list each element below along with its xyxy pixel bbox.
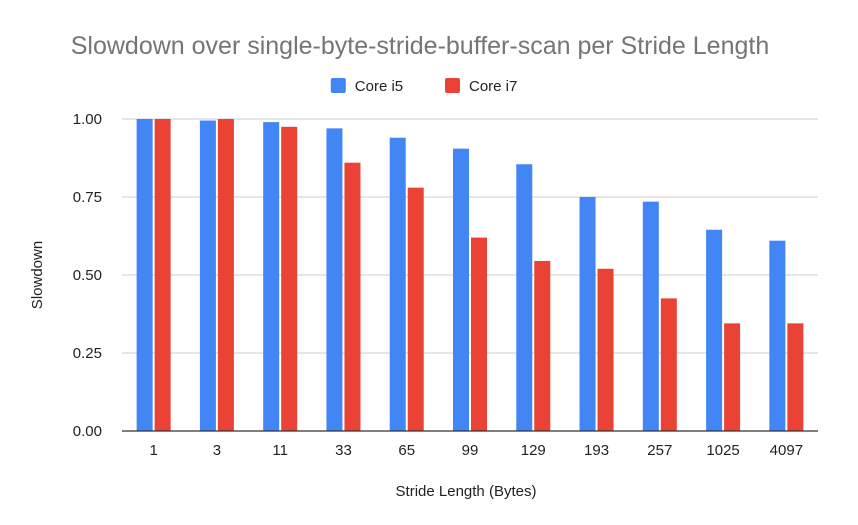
bar-core-i7-193	[597, 268, 614, 431]
y-axis-ticks: 0.00 0.25 0.50 0.75 1.00	[73, 111, 102, 440]
bar-core-i5-65	[389, 137, 406, 431]
y-tick-label: 1.00	[73, 111, 102, 128]
chart-title: Slowdown over single-byte-stride-buffer-…	[71, 32, 770, 60]
x-axis-ticks: 1 3 11 33 65 99 129 193 257 1025 4097	[149, 442, 803, 459]
bar-core-i5-257	[642, 201, 659, 431]
legend-swatch-core-i5	[330, 78, 346, 93]
y-axis-label: Slowdown	[29, 241, 46, 309]
bar-core-i7-33	[344, 162, 361, 431]
bars	[136, 119, 804, 432]
x-tick-label: 129	[521, 442, 546, 459]
y-tick-label: 0.75	[73, 189, 102, 206]
bar-core-i5-193	[579, 197, 596, 431]
bar-core-i7-257	[660, 298, 677, 431]
bar-core-i5-33	[326, 128, 343, 432]
bar-core-i7-11	[281, 126, 298, 432]
bar-core-i5-4097	[769, 240, 786, 431]
bar-core-i5-11	[263, 122, 280, 432]
bar-core-i5-1025	[706, 229, 723, 431]
bar-core-i7-99	[471, 237, 487, 431]
y-tick-label: 0.25	[73, 345, 102, 362]
legend-label-core-i7: Core i7	[469, 78, 517, 95]
x-tick-label: 1025	[706, 442, 739, 459]
legend-label-core-i5: Core i5	[355, 78, 403, 95]
x-tick-label: 65	[398, 442, 415, 459]
x-tick-label: 193	[584, 442, 609, 459]
x-tick-label: 99	[462, 442, 479, 459]
bar-core-i7-65	[407, 187, 424, 431]
bar-core-i5-3	[199, 120, 216, 431]
bar-core-i7-3	[217, 119, 234, 431]
bar-core-i7-1	[154, 119, 171, 431]
y-tick-label: 0.00	[73, 423, 102, 440]
gridlines	[122, 118, 818, 354]
x-tick-label: 11	[272, 442, 288, 459]
legend: Core i5 Core i7	[330, 78, 517, 95]
x-tick-label: 33	[335, 442, 352, 459]
y-tick-label: 0.50	[73, 267, 102, 284]
bar-core-i5-99	[453, 148, 469, 431]
bar-core-i5-1	[136, 119, 153, 431]
bar-core-i5-129	[516, 164, 533, 432]
x-axis-label: Stride Length (Bytes)	[396, 483, 537, 500]
legend-swatch-core-i7	[445, 78, 460, 93]
x-tick-label: 1	[149, 442, 157, 459]
bar-core-i7-129	[534, 260, 551, 431]
x-tick-label: 4097	[770, 442, 803, 459]
bar-core-i7-1025	[724, 323, 741, 431]
x-tick-label: 257	[647, 442, 672, 459]
bar-core-i7-4097	[787, 323, 804, 431]
x-tick-label: 3	[213, 442, 221, 459]
